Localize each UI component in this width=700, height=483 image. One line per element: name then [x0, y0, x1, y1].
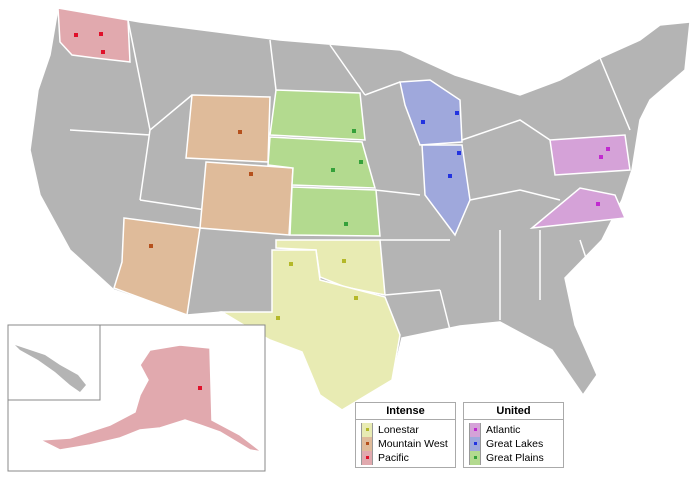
team-marker [344, 222, 348, 226]
team-marker [421, 120, 425, 124]
state-oklahoma [275, 239, 386, 296]
state-wisconsin [399, 79, 463, 146]
team-marker [289, 262, 293, 266]
team-marker [101, 50, 105, 54]
legend-item: Atlantic [469, 423, 563, 437]
hawaii [15, 345, 86, 392]
team-marker [74, 33, 78, 37]
legend-label: Mountain West [378, 438, 448, 450]
state-alaska [37, 344, 263, 453]
legend-item: Great Lakes [469, 437, 563, 451]
team-marker [606, 147, 610, 151]
state-washington [57, 7, 131, 63]
team-marker [354, 296, 358, 300]
legend-intense: Intense Lonestar Mountain West Pacific [355, 402, 456, 468]
state-texas [219, 249, 401, 411]
legend-swatch [361, 451, 373, 465]
state-pennsylvania [549, 134, 631, 176]
legend-label: Great Plains [486, 452, 544, 464]
legend-swatch [469, 451, 481, 465]
team-marker [198, 386, 202, 390]
team-marker [596, 202, 600, 206]
team-marker [342, 259, 346, 263]
legend-swatch [469, 423, 481, 437]
state-arizona [113, 217, 201, 317]
legend-swatch [361, 437, 373, 451]
team-marker [331, 168, 335, 172]
legend-label: Great Lakes [486, 438, 544, 450]
hawaii-inset-box [8, 325, 101, 401]
state-borders [69, 19, 661, 331]
state-virginia [529, 187, 627, 230]
legend-label: Atlantic [486, 424, 521, 436]
legend-swatch [469, 437, 481, 451]
state-wyoming [185, 94, 271, 163]
inset-box [7, 324, 266, 472]
legend-title: United [464, 403, 563, 420]
state-colorado [199, 161, 294, 236]
legend-swatch [361, 423, 373, 437]
team-marker [455, 111, 459, 115]
state-nebraska [267, 136, 377, 189]
state-illinois [421, 144, 471, 237]
team-marker [457, 151, 461, 155]
state-south-dakota [269, 89, 366, 141]
state-kansas [289, 186, 381, 237]
team-marker [99, 32, 103, 36]
team-marker [276, 316, 280, 320]
legend-item: Pacific [361, 451, 455, 465]
team-marker [599, 155, 603, 159]
legend-item: Mountain West [361, 437, 455, 451]
legend-item: Lonestar [361, 423, 455, 437]
legend-united: United Atlantic Great Lakes Great Plains [463, 402, 564, 468]
team-marker [238, 130, 242, 134]
legend-title: Intense [356, 403, 455, 420]
team-marker [448, 174, 452, 178]
team-marker [359, 160, 363, 164]
legend-label: Pacific [378, 452, 409, 464]
legend-label: Lonestar [378, 424, 419, 436]
team-marker [249, 172, 253, 176]
team-marker [149, 244, 153, 248]
legend-item: Great Plains [469, 451, 563, 465]
team-marker [352, 129, 356, 133]
